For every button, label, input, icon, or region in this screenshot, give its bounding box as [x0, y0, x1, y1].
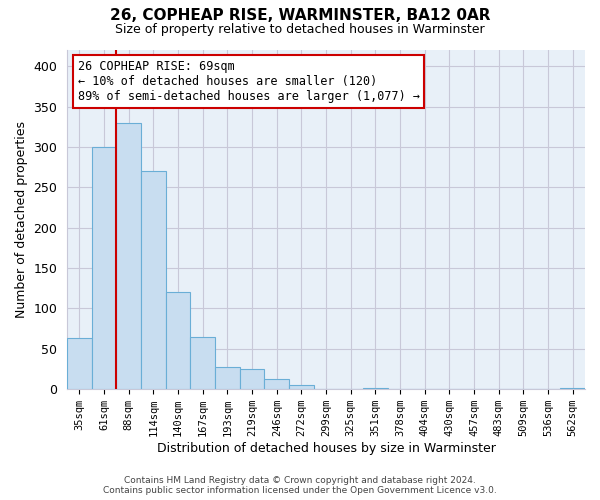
Bar: [363, 388, 388, 389]
Bar: [141, 171, 166, 389]
Bar: [560, 388, 585, 389]
Bar: [92, 147, 116, 389]
Bar: [215, 366, 240, 389]
Text: 26 COPHEAP RISE: 69sqm
← 10% of detached houses are smaller (120)
89% of semi-de: 26 COPHEAP RISE: 69sqm ← 10% of detached…: [77, 60, 419, 103]
Bar: [240, 369, 265, 389]
Bar: [116, 122, 141, 389]
Bar: [289, 385, 314, 389]
Bar: [265, 378, 289, 389]
Text: Size of property relative to detached houses in Warminster: Size of property relative to detached ho…: [115, 22, 485, 36]
Text: 26, COPHEAP RISE, WARMINSTER, BA12 0AR: 26, COPHEAP RISE, WARMINSTER, BA12 0AR: [110, 8, 490, 22]
Bar: [190, 336, 215, 389]
X-axis label: Distribution of detached houses by size in Warminster: Distribution of detached houses by size …: [157, 442, 496, 455]
Bar: [166, 292, 190, 389]
Bar: [67, 338, 92, 389]
Text: Contains HM Land Registry data © Crown copyright and database right 2024.
Contai: Contains HM Land Registry data © Crown c…: [103, 476, 497, 495]
Y-axis label: Number of detached properties: Number of detached properties: [15, 121, 28, 318]
